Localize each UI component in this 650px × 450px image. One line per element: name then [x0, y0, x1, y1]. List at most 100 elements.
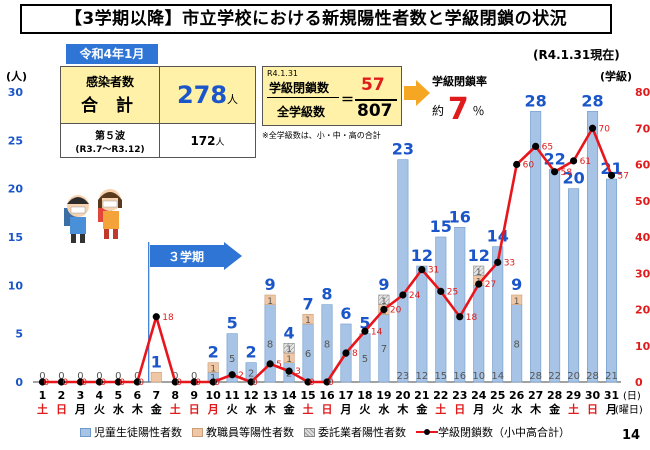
bar-student-label: 8	[324, 339, 330, 350]
closures-value-label: 58	[561, 168, 573, 178]
staff-bar	[264, 294, 276, 305]
orange-arrow-icon	[404, 80, 430, 106]
closures-point	[266, 360, 274, 368]
weekday-tick-label: 日	[587, 403, 598, 416]
staff-bar	[207, 362, 219, 373]
closures-value-label: 0	[252, 378, 258, 388]
fraction-line	[267, 97, 339, 98]
bar-student-label: 21	[605, 371, 618, 382]
closures-point	[114, 378, 122, 386]
day-tick-label: 22	[433, 389, 448, 402]
weekday-tick-label: 火	[359, 403, 371, 416]
closures-value-label: 27	[485, 280, 496, 290]
bar-total-label: 8	[321, 285, 332, 304]
bar-total-label: 5	[227, 314, 238, 333]
cases-label-top: 感染者数	[85, 75, 134, 89]
bar-total-label: 16	[449, 207, 471, 226]
day-tick-label: 27	[528, 389, 543, 402]
closures-point	[380, 305, 388, 314]
closures-value-label: 0	[100, 378, 106, 388]
closures-value-label: 24	[409, 291, 421, 301]
day-tick-label: 4	[96, 389, 104, 402]
legend-student: 児童生徒陽性者数	[80, 424, 182, 440]
weekday-tick-label: 日	[454, 403, 465, 416]
day-tick-label: 11	[225, 389, 240, 402]
bar-total-label: 2	[208, 343, 219, 362]
day-tick-label: 29	[566, 389, 581, 402]
weekday-tick-label: 金	[283, 402, 296, 416]
closures-value-label: 20	[390, 306, 402, 316]
student-bar	[568, 188, 580, 383]
bar-student-label: 14	[491, 371, 504, 382]
closures-point	[569, 157, 578, 165]
wave-label: 第５波	[95, 131, 125, 142]
weekday-tick-label: 火	[227, 403, 239, 416]
right-axis-tick-label: 20	[635, 304, 650, 317]
closures-value-label: 5	[276, 360, 282, 370]
legend-student-swatch	[80, 427, 91, 437]
bar-zero-label: 0	[191, 371, 197, 382]
closures-value-label: 60	[523, 161, 535, 171]
closures-point	[57, 378, 66, 386]
bar-student-label: 8	[513, 339, 519, 350]
day-tick-label: 14	[281, 389, 297, 402]
weekday-tick-label: 土	[37, 402, 48, 416]
legend-closures: 学級閉鎖数（小中高合計）	[416, 424, 570, 440]
wave-period: (R3.7〜R3.12)	[75, 145, 145, 155]
bar-total-label: 9	[378, 275, 389, 294]
closures-value-label: 18	[162, 313, 174, 323]
closures-point	[152, 313, 160, 321]
legend-contractor: 委託業者陽性者数	[304, 424, 406, 440]
bar-total-label: 7	[302, 294, 313, 313]
closure-denominator: 807	[357, 101, 393, 121]
closures-value-label: 61	[580, 157, 591, 167]
fraction-line-value	[355, 99, 397, 101]
day-tick-label: 6	[133, 389, 141, 402]
legend-staff-label: 教職員等陽性者数	[206, 426, 294, 439]
student-bar	[492, 246, 504, 383]
left-axis-tick-label: 15	[8, 231, 23, 244]
legend-staff: 教職員等陽性者数	[192, 424, 294, 440]
weekday-tick-label: 月	[74, 403, 86, 416]
closures-point	[228, 371, 236, 379]
weekday-tick-label: 木	[396, 402, 409, 416]
legend-staff-swatch	[192, 427, 203, 437]
closures-value-label: 0	[214, 378, 220, 388]
wave-total: 172	[190, 134, 216, 148]
closures-point	[342, 349, 350, 357]
month-badge: 令和4年1月	[66, 44, 158, 64]
day-tick-label: 13	[262, 389, 277, 402]
bar-total-label: 5	[359, 314, 370, 333]
student-bar	[226, 333, 238, 383]
legend-closures-swatch	[416, 429, 438, 435]
day-tick-label: 17	[338, 389, 353, 402]
day-tick-label: 18	[357, 389, 372, 402]
day-tick-label: 24	[471, 389, 487, 402]
closures-value-label: 14	[371, 327, 383, 337]
bar-total-label: 6	[340, 304, 351, 323]
closures-point	[588, 124, 597, 132]
day-tick-label: 20	[395, 389, 411, 402]
day-tick-label: 1	[39, 389, 47, 402]
bar-total-label: 28	[525, 91, 547, 110]
bar-staff-label: 1	[305, 316, 311, 326]
right-axis-tick-label: 0	[635, 376, 643, 389]
day-tick-label: 3	[77, 389, 85, 402]
day-tick-label: 23	[452, 389, 467, 402]
weekday-tick-label: 土	[303, 402, 314, 416]
bar-student-label: 8	[267, 339, 273, 350]
left-axis-unit: (人)	[6, 70, 28, 83]
bar-total-label: 9	[511, 275, 522, 294]
closures-point	[247, 378, 255, 386]
bar-staff-label: 1	[267, 297, 273, 307]
student-bar	[435, 236, 447, 383]
closure-numerator: 57	[361, 75, 385, 95]
closures-value-label: 0	[62, 378, 68, 388]
bar-total-label: 9	[265, 275, 276, 294]
bar-total-label: 4	[283, 323, 294, 342]
left-axis-tick-label: 20	[8, 183, 24, 196]
legend-closures-label: 学級閉鎖数（小中高合計）	[438, 426, 570, 439]
closures-point	[607, 171, 616, 179]
weekday-tick-label: 月	[207, 403, 219, 416]
closure-rate-unit: ％	[472, 104, 485, 118]
